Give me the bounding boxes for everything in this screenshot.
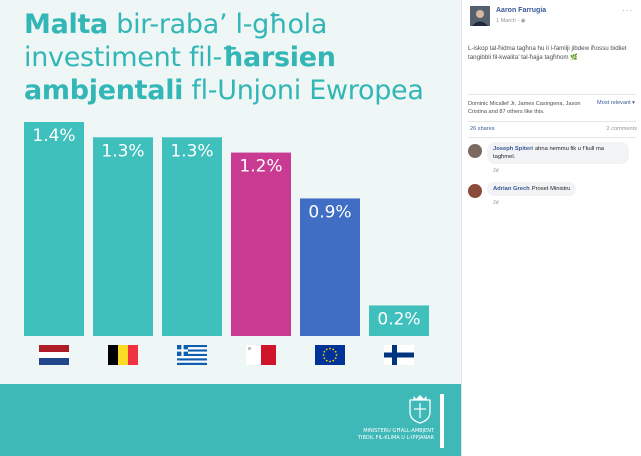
post-date-text[interactable]: 1 March ·: [496, 18, 520, 24]
comment-sort-dropdown[interactable]: Most relevant ▾: [597, 100, 635, 106]
bar-chart: 1.4% 1.3% 1.3% 1.2% 0.9% 0.2%: [24, 122, 429, 365]
comment-time[interactable]: 2d: [493, 200, 499, 206]
bar-value-label: 0.2%: [377, 309, 420, 329]
bar-value-label: 0.9%: [308, 202, 351, 222]
headline-text-3: fl-Unjoni Ewropea: [183, 75, 424, 106]
comment-text: ahna nemmu fik u f’kull ma: [534, 146, 605, 152]
eu-flag-icon: [315, 345, 345, 365]
shares-link[interactable]: 26 shares: [470, 126, 495, 132]
headline-bold-3: ambjentali: [24, 75, 184, 106]
headline-text-1: bir-raba’ l-għola: [107, 9, 328, 40]
finland-flag-icon: [384, 345, 414, 365]
post-timestamp[interactable]: 1 March · ◉: [496, 18, 526, 24]
bar-value-label: 1.3%: [101, 141, 144, 161]
headline-bold-1: Malta: [24, 9, 108, 40]
bar-1: [93, 137, 153, 336]
headline-bold-2: ħarsien: [222, 42, 336, 73]
comments-count-link[interactable]: 2 comments: [606, 126, 637, 132]
commenter-avatar[interactable]: [468, 144, 482, 158]
post-image[interactable]: Malta bir-raba’ l-għola investiment fil-…: [0, 0, 461, 456]
ministry-name-line1: MINISTERU GĦALL-AMBJENT: [363, 428, 434, 434]
commenter-avatar[interactable]: [468, 184, 482, 198]
divider: [468, 121, 636, 122]
comment-time[interactable]: 2d: [493, 168, 499, 174]
bar-0: [24, 122, 84, 336]
ministry-name: MINISTERU GĦALL-AMBJENT TIBDIL FIL-KLIMA…: [348, 428, 434, 442]
author-photo-icon: [470, 6, 490, 26]
chart-headline: Malta bir-raba’ l-għola investiment fil-…: [24, 8, 454, 107]
malta-flag-icon: [246, 345, 276, 365]
bar-3: [231, 152, 291, 336]
comment-text: Proset Ministru: [531, 186, 571, 192]
bar-value-label: 1.4%: [32, 126, 75, 146]
commenter-name-link[interactable]: Adrian Grech: [493, 186, 530, 192]
post-side-panel: Aaron Farrugia 1 March · ◉ ··· L-iskop t…: [461, 0, 641, 456]
comment-bubble: Adrian Grech Proset Ministru: [487, 182, 577, 196]
footer-band: [0, 384, 461, 456]
belgium-flag-icon: [108, 345, 138, 365]
headline-text-2: investiment fil-: [24, 42, 223, 73]
bar-2: [162, 137, 222, 336]
bar-value-label: 1.3%: [170, 141, 213, 161]
commenter-name-link[interactable]: Joseph Spiteri: [493, 146, 533, 152]
divider: [468, 94, 636, 95]
ministry-logo: MINISTERU GĦALL-AMBJENT TIBDIL FIL-KLIMA…: [348, 392, 448, 450]
author-avatar[interactable]: [470, 6, 490, 26]
ministry-name-line2: TIBDIL FIL-KLIMA U L-IPPJANAR: [357, 435, 434, 441]
globe-icon: ◉: [520, 18, 526, 24]
divider: [468, 137, 636, 138]
greece-flag-icon: [177, 345, 207, 365]
logo-divider: [440, 394, 444, 448]
bar-5: [369, 305, 429, 336]
post-caption: L-iskop tal-ħidma tagħna hu li l-familji…: [468, 45, 627, 61]
netherlands-flag-icon: [39, 345, 69, 365]
likes-summary-link[interactable]: Dominic Micallef Jr, James Casingena, Ja…: [468, 101, 581, 115]
malta-crest-icon: [409, 395, 431, 424]
bar-4: [300, 198, 360, 336]
post-options-button[interactable]: ···: [622, 6, 633, 15]
author-name-link[interactable]: Aaron Farrugia: [496, 7, 547, 14]
comment-bubble: Joseph Spiteri ahna nemmu fik u f’kull ma…: [487, 142, 629, 164]
bar-value-label: 1.2%: [239, 157, 282, 177]
comment-text-cont: tagħmel.: [493, 154, 516, 160]
